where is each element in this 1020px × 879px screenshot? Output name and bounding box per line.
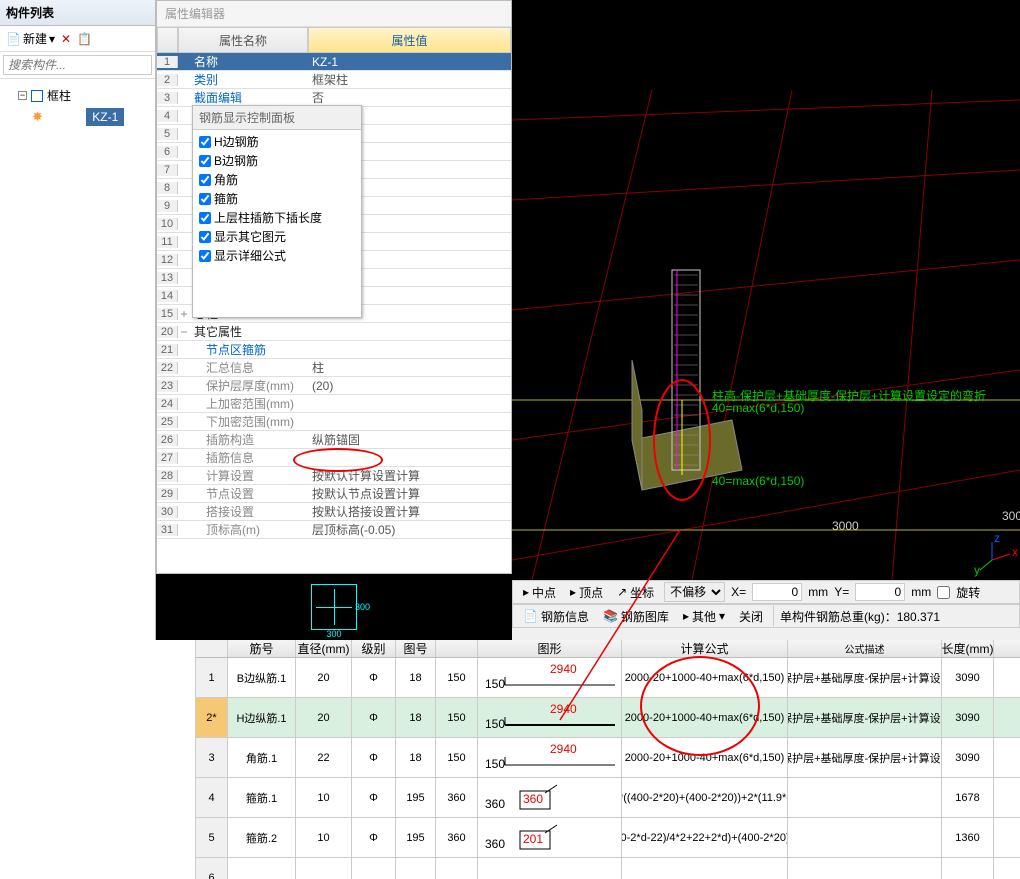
prop-row[interactable]: 22汇总信息柱 <box>157 359 511 377</box>
svg-text:3000: 3000 <box>832 519 859 533</box>
svg-text:40=max(6*d,150): 40=max(6*d,150) <box>712 474 804 488</box>
rebar-lib-btn[interactable]: 📚钢筋图库 <box>599 606 673 627</box>
other-btn[interactable]: ▸其他 ▾ <box>679 606 729 627</box>
search-input[interactable] <box>3 55 152 75</box>
float-title: 钢筋显示控制面板 <box>193 106 361 130</box>
panel-toolbar: 📄新建 ▾ ✕ 📋 <box>0 26 155 52</box>
table-row[interactable]: 1 B边纵筋.1 20 Φ 18 150 2940150 2000-20+100… <box>196 658 1020 698</box>
coord-btn[interactable]: ↗坐标 <box>613 582 658 603</box>
svg-text:2940: 2940 <box>550 703 577 716</box>
table-row[interactable]: 4 箍筋.1 10 Φ 195 360 360360 2*((400-2*20)… <box>196 778 1020 818</box>
svg-text:z: z <box>994 531 1000 545</box>
left-bottom-blank <box>0 640 196 879</box>
svg-text:360: 360 <box>485 797 505 811</box>
prop-header: 属性名称 属性值 <box>157 27 511 53</box>
prop-row[interactable]: 25下加密范围(mm) <box>157 413 511 431</box>
display-option[interactable]: B边钢筋 <box>195 151 359 170</box>
component-list-panel: 构件列表 📄新建 ▾ ✕ 📋 − 框柱 ✸ KZ-1 <box>0 0 156 640</box>
search-row <box>0 52 155 79</box>
display-option[interactable]: 显示详细公式 <box>195 246 359 265</box>
y-input[interactable] <box>855 583 905 601</box>
panel-title: 构件列表 <box>0 0 155 26</box>
svg-text:150: 150 <box>485 757 505 771</box>
svg-text:150: 150 <box>485 717 505 731</box>
prop-row[interactable]: 2类别框架柱 <box>157 71 511 89</box>
svg-text:2940: 2940 <box>550 663 577 676</box>
display-option[interactable]: 上层柱插筋下插长度 <box>195 208 359 227</box>
prop-row[interactable]: 21节点区箍筋 <box>157 341 511 359</box>
svg-text:201: 201 <box>523 832 543 846</box>
snap-top[interactable]: ▸顶点 <box>566 582 607 603</box>
svg-text:x: x <box>1012 545 1018 559</box>
copy-icon[interactable]: 📋 <box>77 32 92 46</box>
svg-text:2940: 2940 <box>550 743 577 756</box>
component-tree: − 框柱 ✸ KZ-1 <box>0 79 155 132</box>
column-type-icon <box>31 90 43 102</box>
prop-row[interactable]: 24上加密范围(mm) <box>157 395 511 413</box>
tree-item-kz1[interactable]: KZ-1 <box>86 108 124 126</box>
prop-row[interactable]: 31顶标高(m)层顶标高(-0.05) <box>157 521 511 539</box>
prop-row[interactable]: 1名称KZ-1 <box>157 53 511 71</box>
prop-row[interactable]: 28计算设置按默认计算设置计算 <box>157 467 511 485</box>
table-header: 筋号直径(mm)级别图号图形计算公式公式描述长度(mm) <box>196 640 1020 658</box>
svg-text:360: 360 <box>523 792 543 806</box>
close-btn[interactable]: 关闭 <box>735 606 767 627</box>
table-row[interactable]: 5 箍筋.2 10 Φ 195 360 360201 2*(((400-2*20… <box>196 818 1020 858</box>
prop-row[interactable]: 27插筋信息 <box>157 449 511 467</box>
delete-icon[interactable]: ✕ <box>61 32 71 46</box>
display-option[interactable]: 角筋 <box>195 170 359 189</box>
prop-row[interactable]: 20−其它属性 <box>157 323 511 341</box>
prop-row[interactable]: 23保护层厚度(mm)(20) <box>157 377 511 395</box>
offset-select[interactable]: 不偏移 <box>664 582 725 602</box>
display-option[interactable]: 箍筋 <box>195 189 359 208</box>
table-row[interactable]: 3 角筋.1 22 Φ 18 150 2940150 2000-20+1000-… <box>196 738 1020 778</box>
status-bar-1: ▸中点 ▸顶点 ↗坐标 不偏移 X= mm Y= mm 旋转 <box>512 580 1020 604</box>
collapse-icon[interactable]: − <box>18 91 27 100</box>
prop-row[interactable]: 29节点设置按默认节点设置计算 <box>157 485 511 503</box>
display-option[interactable]: H边钢筋 <box>195 132 359 151</box>
svg-text:150: 150 <box>485 677 505 691</box>
status-bar-2: 📄钢筋信息 📚钢筋图库 ▸其他 ▾ 关闭 单构件钢筋总重(kg)：180.371 <box>512 604 1020 628</box>
prop-row[interactable]: 30搭接设置按默认搭接设置计算 <box>157 503 511 521</box>
rotate-check[interactable] <box>937 586 950 599</box>
display-option[interactable]: 显示其它图元 <box>195 227 359 246</box>
rebar-info-btn[interactable]: 📄钢筋信息 <box>519 606 593 627</box>
rebar-display-panel: 钢筋显示控制面板 H边钢筋B边钢筋角筋箍筋上层柱插筋下插长度显示其它图元显示详细… <box>192 105 362 318</box>
section-preview: 300 300 <box>156 574 512 640</box>
snap-mid[interactable]: ▸中点 <box>519 582 560 603</box>
star-icon: ✸ <box>32 109 43 124</box>
new-button[interactable]: 📄新建 ▾ <box>6 30 55 47</box>
table-row[interactable]: 6 <box>196 858 1020 879</box>
formula-text-2: 40=max(6*d,150) <box>712 401 804 415</box>
table-row[interactable]: 2* H边纵筋.1 20 Φ 18 150 2940150 2000-20+10… <box>196 698 1020 738</box>
prop-row[interactable]: 26插筋构造纵筋锚固 <box>157 431 511 449</box>
total-weight-label: 单构件钢筋总重(kg)：180.371 <box>780 608 940 625</box>
prop-editor-title: 属性编辑器 <box>157 1 511 27</box>
rebar-table: 筋号直径(mm)级别图号图形计算公式公式描述长度(mm) 1 B边纵筋.1 20… <box>196 640 1020 879</box>
x-input[interactable] <box>752 583 802 601</box>
svg-text:300: 300 <box>1002 509 1020 523</box>
3d-viewport[interactable]: 柱高-保护层+基础厚度-保护层+计算设置设定的弯折 40=max(6*d,150… <box>512 0 1020 580</box>
svg-text:360: 360 <box>485 837 505 851</box>
tree-root[interactable]: − 框柱 <box>4 85 151 106</box>
svg-text:y: y <box>974 563 980 577</box>
section-shape: 300 300 <box>311 584 357 630</box>
